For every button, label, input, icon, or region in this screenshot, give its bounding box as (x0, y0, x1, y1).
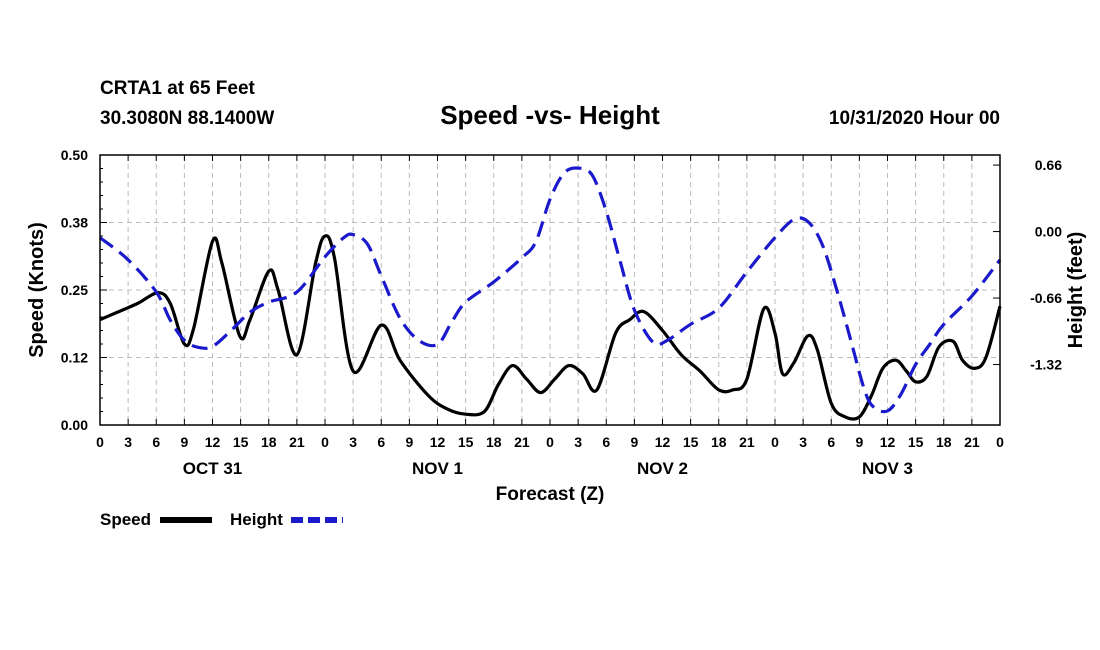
x-tick-label: 6 (377, 434, 385, 450)
x-tick-label: 21 (289, 434, 305, 450)
x-tick-label: 21 (964, 434, 980, 450)
x-axis-label: Forecast (Z) (496, 484, 605, 505)
x-tick-label: 6 (827, 434, 835, 450)
y-left-tick-label: 0.12 (61, 350, 88, 366)
y-right-tick-label: -0.66 (1030, 290, 1062, 306)
x-tick-label: 12 (880, 434, 896, 450)
x-tick-label: 6 (152, 434, 160, 450)
day-label: NOV 3 (862, 459, 913, 478)
x-tick-label: 9 (855, 434, 863, 450)
x-tick-label: 0 (321, 434, 329, 450)
x-tick-label: 0 (546, 434, 554, 450)
x-tick-label: 21 (514, 434, 530, 450)
x-tick-label: 3 (124, 434, 132, 450)
x-tick-label: 18 (261, 434, 277, 450)
y-left-tick-label: 0.38 (61, 215, 88, 231)
x-tick-label: 3 (574, 434, 582, 450)
y-axis-right-label: Height (feet) (1065, 232, 1087, 349)
axes: 0 3 6 9 12 15 18 21 0 3 6 9 12 15 18 21 0 3 6 9 12 15 18 21 0 3 6 9… (61, 147, 1062, 478)
x-tick-label: 12 (655, 434, 671, 450)
y-axis-left-label: Speed (Knots) (26, 222, 48, 358)
x-tick-label: 12 (205, 434, 221, 450)
x-tick-label: 18 (711, 434, 727, 450)
location-label: 30.3080N 88.1400W (100, 108, 274, 129)
chart-title: Speed -vs- Height (440, 100, 660, 130)
x-tick-label: 18 (486, 434, 502, 450)
x-tick-label: 3 (799, 434, 807, 450)
x-tick-label: 0 (996, 434, 1004, 450)
legend: Speed Height (100, 510, 343, 529)
x-tick-label: 21 (739, 434, 755, 450)
x-tick-label: 3 (349, 434, 357, 450)
x-tick-label: 18 (936, 434, 952, 450)
x-tick-label: 0 (96, 434, 104, 450)
y-left-tick-label: 0.25 (61, 282, 88, 298)
y-right-tick-label: -1.32 (1030, 357, 1062, 373)
x-tick-label: 15 (908, 434, 924, 450)
x-tick-label: 9 (180, 434, 188, 450)
issued-label: 10/31/2020 Hour 00 (829, 108, 1000, 129)
y-right-tick-label: 0.66 (1035, 157, 1062, 173)
x-tick-label: 12 (430, 434, 446, 450)
x-tick-label: 9 (405, 434, 413, 450)
legend-speed-label: Speed (100, 510, 151, 529)
station-label: CRTA1 at 65 Feet (100, 78, 256, 99)
day-label: NOV 2 (637, 459, 688, 478)
y-left-tick-label: 0.50 (61, 147, 88, 163)
x-tick-label: 15 (233, 434, 249, 450)
legend-height-label: Height (230, 510, 283, 529)
series-line-height (99, 166, 1002, 414)
x-tick-label: 6 (602, 434, 610, 450)
day-label: OCT 31 (183, 459, 243, 478)
x-tick-label: 15 (458, 434, 474, 450)
x-tick-label: 9 (630, 434, 638, 450)
series-line-speed (99, 234, 1002, 421)
y-right-tick-label: 0.00 (1035, 224, 1062, 240)
x-tick-label: 0 (771, 434, 779, 450)
day-label: NOV 1 (412, 459, 463, 478)
y-left-tick-label: 0.00 (61, 417, 88, 433)
x-tick-label: 15 (683, 434, 699, 450)
series-lines (99, 166, 1002, 421)
